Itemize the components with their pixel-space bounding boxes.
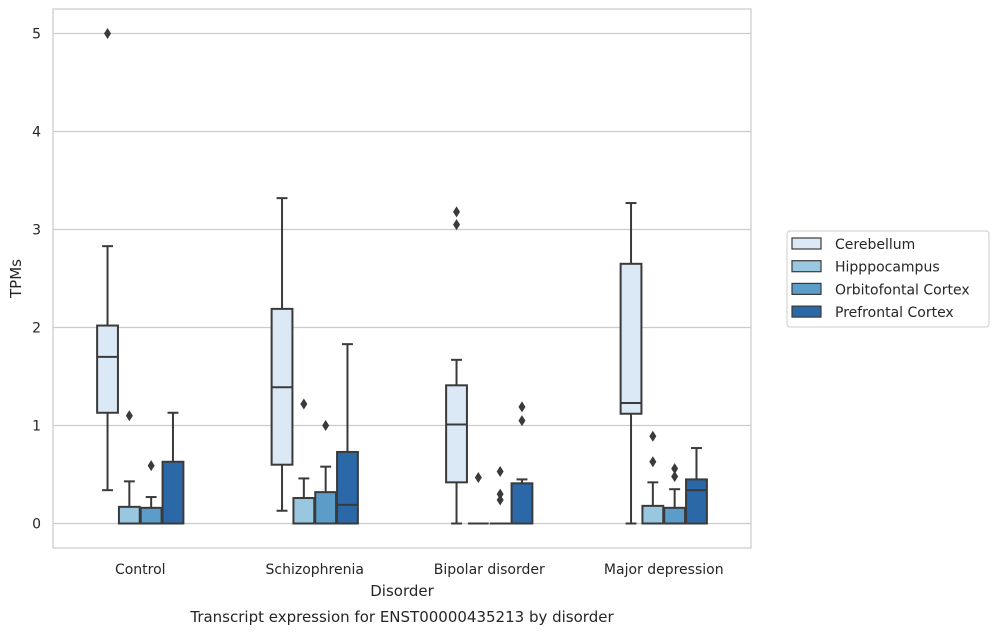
box-prefrontal-cortex	[685, 447, 708, 525]
box-iqr	[139, 506, 163, 525]
outlier-point	[496, 466, 504, 478]
legend-label: Hipppocampus	[835, 260, 940, 276]
legend-label: Prefrontal Cortex	[835, 305, 954, 321]
box-cerebellum	[96, 28, 119, 492]
box-layer	[96, 28, 708, 525]
outlier-point	[474, 471, 482, 483]
outlier-point	[125, 410, 133, 422]
box-iqr	[619, 262, 643, 415]
box-iqr	[117, 505, 141, 525]
box-iqr	[96, 324, 119, 414]
y-tick-label: 1	[32, 419, 41, 435]
box-cerebellum	[270, 197, 294, 512]
y-tick-label: 5	[32, 27, 41, 43]
y-tick-label: 0	[32, 517, 41, 533]
x-tick-label: Control	[115, 562, 166, 578]
plot-area-frame	[52, 8, 752, 549]
legend-swatch	[791, 282, 822, 295]
grid-lines	[53, 32, 751, 525]
y-axis-label: TPMs	[7, 259, 25, 299]
box-hipppocampus	[117, 410, 141, 525]
outlier-point	[300, 398, 308, 410]
legend-label: Cerebellum	[835, 237, 915, 253]
box-iqr	[314, 491, 338, 525]
box-iqr	[641, 504, 665, 525]
outlier-point	[496, 494, 504, 506]
legend-label: Orbitofontal Cortex	[835, 282, 970, 298]
x-tick-label: Bipolar disorder	[434, 562, 545, 578]
x-tick-label: Major depression	[604, 562, 724, 578]
outlier-point	[322, 420, 330, 431]
chart-caption: Transcript expression for ENST0000043521…	[189, 608, 614, 626]
y-tick-label: 2	[32, 321, 41, 337]
y-tick-label: 3	[32, 223, 41, 239]
box-hipppocampus	[467, 471, 489, 525]
outlier-point	[649, 430, 657, 442]
box-orbitofontal-cortex	[139, 460, 163, 525]
outlier-point	[147, 460, 155, 472]
box-iqr	[685, 478, 708, 525]
outlier-point	[453, 206, 461, 218]
legend: Cerebellum Hipppocampus Orbitofontal Corte…	[786, 230, 990, 328]
x-axis-label: Disorder	[370, 582, 434, 600]
tick-labels: 0 1 2 3 4 5 Control Schizophrenia Bipolar disord…	[32, 27, 724, 579]
outlier-point	[104, 28, 112, 39]
box-prefrontal-cortex	[161, 411, 185, 525]
box-iqr	[161, 460, 185, 525]
box-iqr	[663, 506, 687, 525]
box-prefrontal-cortex	[510, 401, 534, 525]
outlier-point	[671, 463, 679, 475]
legend-swatch	[791, 305, 822, 318]
box-orbitofontal-cortex	[489, 466, 511, 525]
box-cerebellum	[445, 206, 468, 525]
legend-swatch	[791, 237, 822, 250]
outlier-point	[518, 401, 526, 413]
outlier-point	[671, 470, 679, 482]
x-tick-label: Schizophrenia	[266, 562, 364, 578]
legend-swatch	[791, 260, 822, 273]
box-iqr	[510, 482, 534, 525]
box-orbitofontal-cortex	[314, 420, 338, 525]
box-prefrontal-cortex	[336, 343, 359, 525]
outlier-point	[518, 415, 526, 427]
box-iqr	[336, 450, 359, 525]
box-orbitofontal-cortex	[663, 463, 687, 525]
legend-frame	[786, 230, 990, 328]
box-hipppocampus	[292, 398, 316, 525]
box-iqr	[292, 497, 316, 525]
box-hipppocampus	[641, 430, 665, 525]
box-cerebellum	[619, 202, 643, 525]
box-iqr	[445, 384, 468, 484]
outlier-point	[496, 488, 504, 500]
outlier-point	[453, 219, 461, 231]
y-tick-label: 4	[32, 125, 41, 141]
outlier-point	[649, 456, 657, 468]
